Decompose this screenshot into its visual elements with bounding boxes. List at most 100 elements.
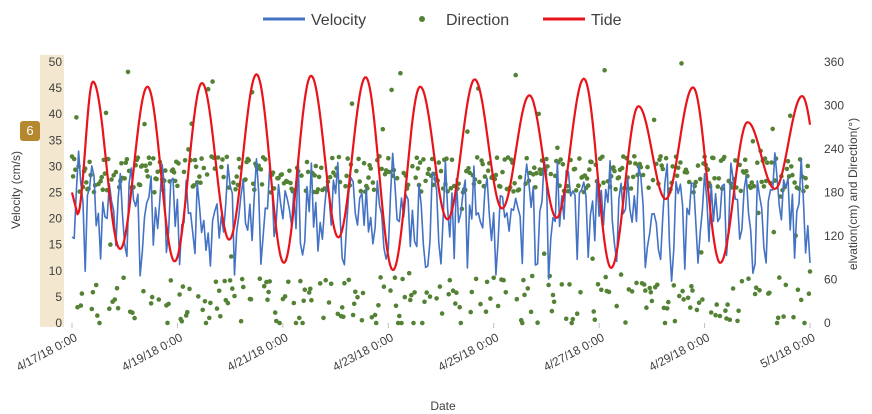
direction-point xyxy=(658,154,663,159)
direction-point xyxy=(716,176,722,181)
direction-point xyxy=(73,167,78,172)
direction-point xyxy=(646,185,651,190)
direction-point xyxy=(213,279,219,285)
direction-point xyxy=(214,306,220,311)
direction-point xyxy=(684,170,690,175)
direction-point xyxy=(166,301,171,307)
left-tick-label: 45 xyxy=(49,81,63,95)
direction-point xyxy=(381,284,387,290)
direction-point xyxy=(525,286,531,291)
direction-point xyxy=(689,284,694,289)
direction-point xyxy=(590,256,595,262)
direction-point xyxy=(550,292,556,298)
direction-point xyxy=(412,290,417,295)
direction-point xyxy=(491,275,497,281)
direction-point xyxy=(640,172,646,178)
direction-point xyxy=(528,309,534,315)
direction-point xyxy=(95,313,100,318)
left-tick-label: 30 xyxy=(49,159,63,173)
direction-point xyxy=(225,300,231,306)
direction-point xyxy=(802,320,807,326)
direction-point xyxy=(548,171,554,177)
direction-point xyxy=(712,176,717,181)
direction-point xyxy=(645,164,650,170)
direction-point xyxy=(541,251,547,256)
direction-point xyxy=(132,315,137,321)
direction-point xyxy=(224,154,230,160)
direction-point xyxy=(238,318,244,324)
direction-point xyxy=(633,161,638,166)
direction-point xyxy=(270,170,276,175)
direction-point xyxy=(309,298,314,303)
direction-point xyxy=(511,189,516,194)
direction-point xyxy=(549,308,555,314)
direction-point xyxy=(421,157,426,162)
direction-point xyxy=(513,72,518,78)
direction-point xyxy=(99,174,104,180)
direction-point xyxy=(177,292,182,297)
direction-point xyxy=(308,286,313,292)
direction-point xyxy=(681,297,686,302)
direction-point xyxy=(708,310,714,315)
direction-point xyxy=(393,303,399,309)
direction-point xyxy=(152,190,157,195)
direction-point xyxy=(448,186,454,191)
direction-point xyxy=(330,155,335,161)
direction-point xyxy=(409,292,414,298)
direction-point xyxy=(573,188,579,193)
direction-point xyxy=(694,307,700,313)
direction-point xyxy=(675,165,681,171)
direction-point xyxy=(458,320,464,326)
direction-point xyxy=(228,254,234,259)
direction-point xyxy=(386,156,391,161)
direction-point xyxy=(715,184,721,189)
direction-point xyxy=(145,174,151,179)
x-tick-label: 4/17/18 0:00 xyxy=(14,330,80,374)
direction-point xyxy=(468,309,474,315)
direction-point xyxy=(78,303,84,308)
x-tick-label: 4/29/18 0:00 xyxy=(646,330,712,374)
direction-point xyxy=(680,288,685,294)
direction-point xyxy=(298,278,303,284)
direction-point xyxy=(198,180,203,185)
direction-point xyxy=(777,275,782,280)
direction-point xyxy=(628,186,634,191)
direction-point xyxy=(360,290,366,296)
left-tick-label: 40 xyxy=(49,107,63,121)
direction-point xyxy=(713,312,718,318)
direction-point xyxy=(370,180,376,185)
direction-point xyxy=(414,155,420,161)
direction-point xyxy=(417,160,423,165)
direction-point xyxy=(406,270,412,276)
direction-point xyxy=(335,311,341,317)
direction-point xyxy=(93,282,99,288)
direction-point xyxy=(805,163,811,169)
direction-point xyxy=(216,288,222,294)
direction-point xyxy=(368,166,374,171)
direction-point xyxy=(717,313,723,319)
left-tick-label: 20 xyxy=(49,212,63,226)
direction-point xyxy=(690,288,695,293)
direction-point xyxy=(647,285,652,291)
direction-point xyxy=(305,169,311,175)
direction-point xyxy=(304,159,310,165)
direction-point xyxy=(798,297,804,303)
direction-point xyxy=(232,293,237,299)
direction-point xyxy=(601,180,606,185)
direction-point xyxy=(603,274,608,280)
direction-point xyxy=(196,294,201,299)
direction-point xyxy=(328,281,334,287)
direction-point xyxy=(137,182,143,188)
direction-point xyxy=(349,101,355,106)
direction-point xyxy=(764,160,770,165)
direction-point xyxy=(672,318,678,324)
direction-point xyxy=(354,168,359,174)
direction-point xyxy=(351,301,357,307)
direction-point xyxy=(193,164,199,170)
direction-point xyxy=(103,110,109,116)
direction-point xyxy=(555,145,560,151)
direction-point xyxy=(315,187,321,192)
direction-point xyxy=(109,177,114,182)
direction-point xyxy=(277,320,282,326)
direction-point xyxy=(207,315,212,321)
